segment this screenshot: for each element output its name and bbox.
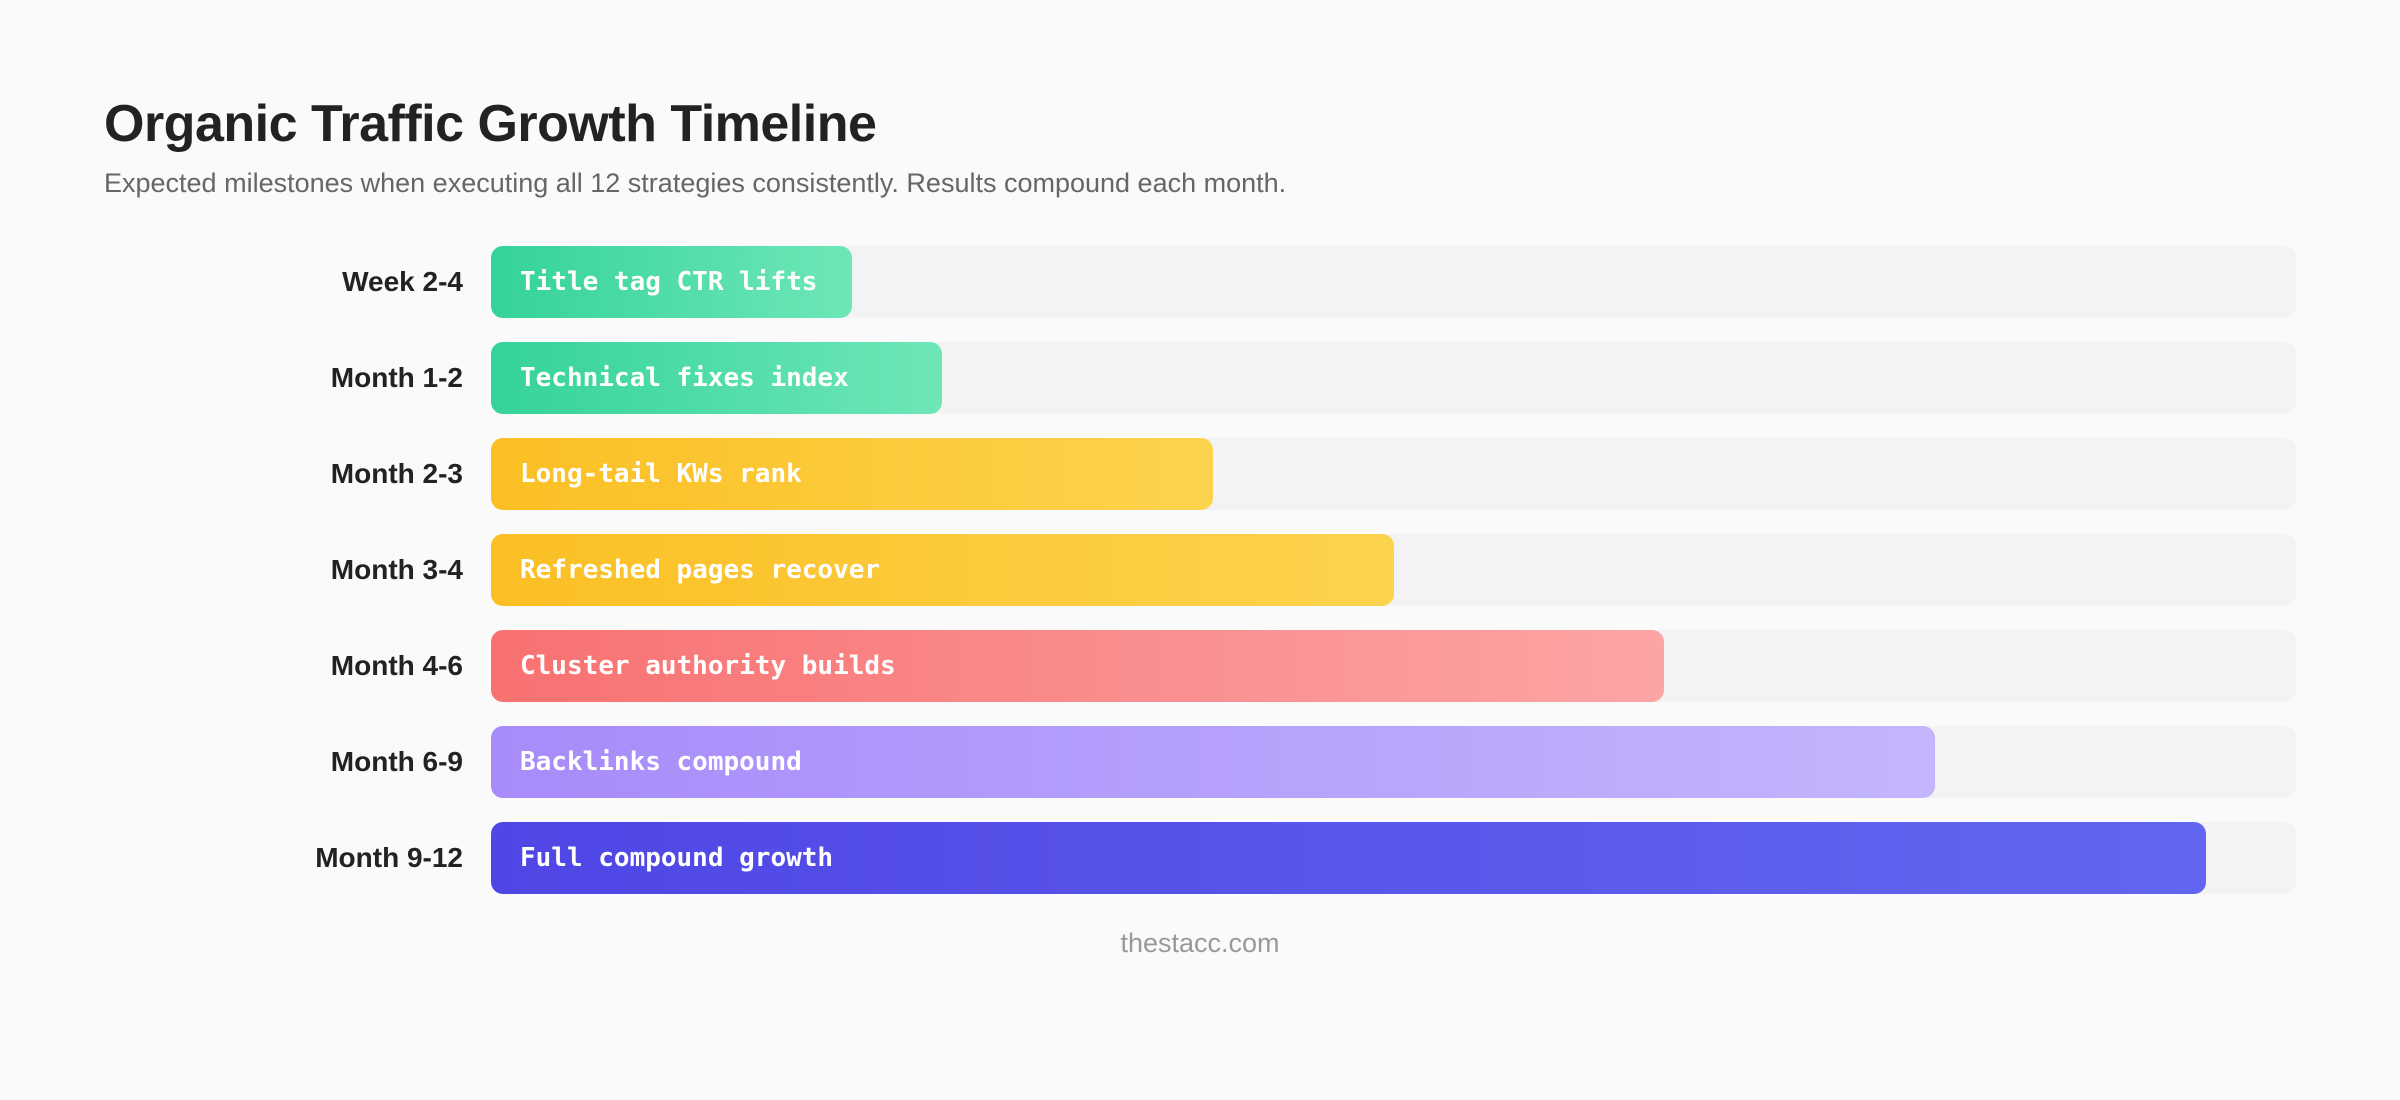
row-label: Month 6-9 [330, 746, 463, 777]
bar-label: Long-tail KWs rank [520, 459, 802, 489]
bar: Title tag CTR lifts [491, 246, 852, 318]
bar: Full compound growth [491, 822, 2206, 894]
row-label: Month 4-6 [330, 650, 463, 681]
bar-label: Refreshed pages recover [520, 555, 881, 585]
bar: Long-tail KWs rank [491, 438, 1213, 510]
row-label: Week 2-4 [342, 266, 463, 297]
row-label: Month 9-12 [315, 842, 463, 873]
bar-label: Full compound growth [520, 843, 834, 873]
chart-title: Organic Traffic Growth Timeline [104, 95, 877, 153]
chart-subtitle: Expected milestones when executing all 1… [104, 168, 1287, 198]
bar: Refreshed pages recover [491, 534, 1394, 606]
row-label: Month 2-3 [330, 458, 463, 489]
bar-label: Cluster authority builds [520, 651, 896, 681]
bar: Cluster authority builds [491, 630, 1664, 702]
bar: Technical fixes index [491, 342, 942, 414]
row-label: Month 3-4 [330, 554, 463, 585]
bar-label: Technical fixes index [520, 363, 849, 393]
bar-label: Backlinks compound [520, 747, 802, 777]
row-label: Month 1-2 [330, 362, 463, 393]
source-footer: thestacc.com [1120, 928, 1280, 958]
bar: Backlinks compound [491, 726, 1935, 798]
bar-label: Title tag CTR lifts [520, 267, 818, 297]
